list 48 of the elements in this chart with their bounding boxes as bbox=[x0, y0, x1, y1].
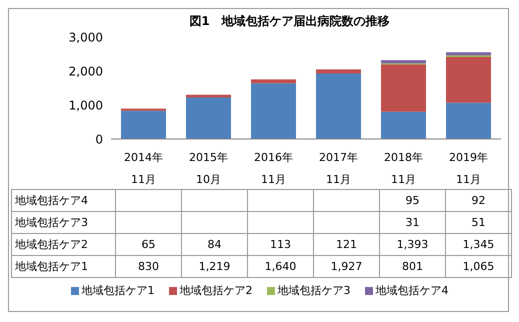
data-label: 95 bbox=[380, 190, 446, 212]
data-label: 121 bbox=[314, 234, 380, 256]
bar bbox=[316, 73, 361, 139]
data-label: 84 bbox=[182, 234, 248, 256]
x-tick-label: 2017年 11月 bbox=[319, 151, 358, 186]
x-tick-label: 2018年 11月 bbox=[384, 151, 423, 186]
y-tick-label: 1,000 bbox=[68, 98, 103, 112]
chart-title: 図1 地域包括ケア届出病院数の推移 bbox=[188, 13, 391, 29]
x-tick-label: 2019年 11月 bbox=[449, 151, 488, 186]
legend-label: 地域包括ケア2 bbox=[178, 283, 252, 298]
text: 地域包括ケア4 bbox=[15, 194, 88, 207]
data-label: 1,219 bbox=[182, 256, 248, 278]
x-tick-label: 2015年 10月 bbox=[189, 151, 228, 186]
bar bbox=[186, 94, 231, 98]
text: 地域包括ケア1 bbox=[15, 260, 88, 273]
data-label: 1,640 bbox=[248, 256, 314, 278]
bar bbox=[186, 98, 231, 139]
data-label: 65 bbox=[116, 234, 182, 256]
x-tick-label: 2014年 11月 bbox=[124, 151, 163, 186]
data-label: 51 bbox=[446, 212, 512, 234]
data-label: 1,927 bbox=[314, 256, 380, 278]
bar bbox=[381, 64, 426, 112]
bar bbox=[381, 60, 426, 64]
bar bbox=[446, 57, 491, 103]
x-tick-label: 2016年 11月 bbox=[254, 151, 293, 186]
bar bbox=[446, 52, 491, 56]
bar bbox=[381, 112, 426, 139]
y-tick-label: 3,000 bbox=[68, 30, 103, 44]
y-tick-label: 2,000 bbox=[68, 64, 103, 78]
data-label: 1,393 bbox=[380, 234, 446, 256]
legend-label: 地域包括ケア3 bbox=[276, 283, 350, 298]
bar bbox=[251, 83, 296, 139]
text: 地域包括ケア2 bbox=[15, 238, 88, 251]
legend-label: 地域包括ケア4 bbox=[374, 283, 448, 298]
text: 地域包括ケア3 bbox=[15, 216, 88, 229]
data-label: 1,345 bbox=[446, 234, 512, 256]
bar bbox=[121, 110, 166, 139]
legend-label: 地域包括ケア1 bbox=[80, 283, 154, 298]
y-tick-label: 0 bbox=[95, 132, 103, 146]
bar bbox=[251, 79, 296, 84]
data-label: 830 bbox=[116, 256, 182, 278]
data-label: 92 bbox=[446, 190, 512, 212]
data-label: 1,065 bbox=[446, 256, 512, 278]
bar bbox=[446, 102, 491, 139]
data-label: 31 bbox=[380, 212, 446, 234]
bar bbox=[316, 69, 361, 74]
data-label: 113 bbox=[248, 234, 314, 256]
data-label: 801 bbox=[380, 256, 446, 278]
